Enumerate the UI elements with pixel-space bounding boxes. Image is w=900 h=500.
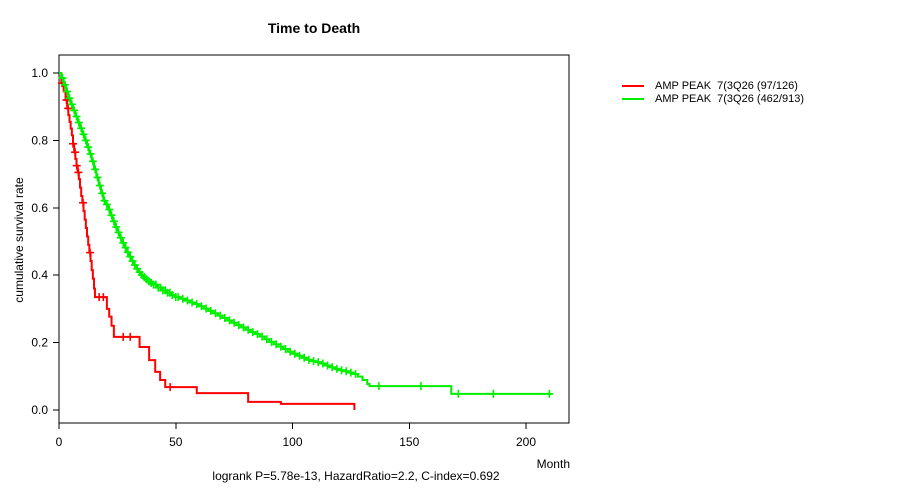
plot-box [58,54,570,424]
y-tick-label: 0.0 [31,403,48,417]
statistics-footnote: logrank P=5.78e-13, HazardRatio=2.2, C-i… [212,469,500,483]
legend-row-group1: AMP PEAK 7(3Q26 (97/126) [622,79,804,92]
survival-curve-red [59,72,356,410]
y-tick-label: 1.0 [31,66,48,80]
x-tick-label: 50 [169,435,183,449]
legend-line-swatch-green [622,97,644,100]
legend-label-group1: AMP PEAK 7(3Q26 (97/126) [655,79,798,92]
legend-line-swatch-red [622,84,644,87]
x-tick-label: 150 [399,435,419,449]
legend-row-group2: AMP PEAK 7(3Q26 (462/913) [622,92,804,105]
x-tick-label: 200 [516,435,536,449]
y-tick-label: 0.6 [31,201,48,215]
y-tick-label: 0.8 [31,133,48,147]
survival-curve-green [59,72,552,395]
y-tick-label: 0.4 [31,268,48,282]
legend-label-group2: AMP PEAK 7(3Q26 (462/913) [655,92,804,105]
x-axis-label: Month [536,457,570,471]
chart-title: Time to Death [267,20,361,36]
legend: AMP PEAK 7(3Q26 (97/126) AMP PEAK 7(3Q26… [622,79,804,105]
x-tick-label: 0 [56,435,63,449]
y-tick-label: 0.2 [31,336,48,350]
x-tick-label: 100 [282,435,302,449]
